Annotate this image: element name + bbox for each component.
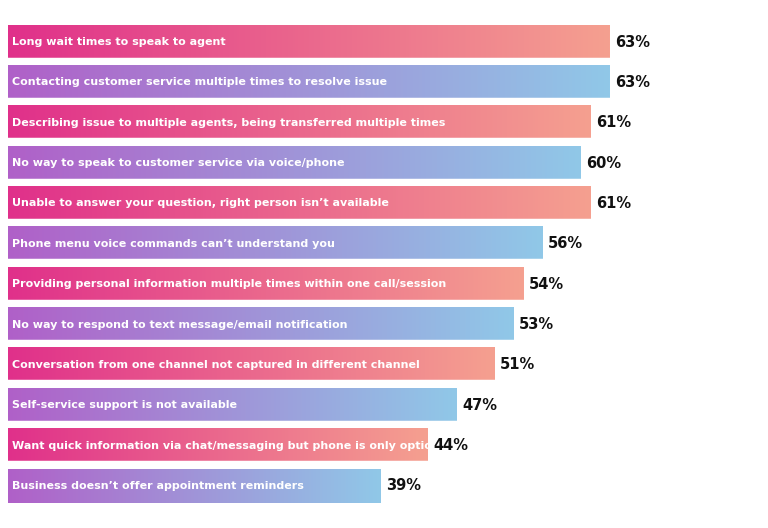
Text: 53%: 53%: [519, 317, 554, 332]
Text: Self-service support is not available: Self-service support is not available: [12, 400, 237, 410]
Text: 39%: 39%: [386, 478, 421, 494]
Text: No way to speak to customer service via voice/phone: No way to speak to customer service via …: [12, 158, 345, 168]
Text: 44%: 44%: [433, 438, 468, 453]
Text: 61%: 61%: [596, 115, 631, 130]
Text: 51%: 51%: [500, 357, 535, 372]
Text: 54%: 54%: [529, 277, 564, 291]
Text: 63%: 63%: [614, 34, 650, 50]
Text: Contacting customer service multiple times to resolve issue: Contacting customer service multiple tim…: [12, 78, 387, 87]
Text: 61%: 61%: [596, 196, 631, 211]
Text: Phone menu voice commands can’t understand you: Phone menu voice commands can’t understa…: [12, 239, 336, 249]
Text: Conversation from one channel not captured in different channel: Conversation from one channel not captur…: [12, 360, 420, 370]
Text: Want quick information via chat/messaging but phone is only option: Want quick information via chat/messagin…: [12, 441, 440, 450]
Text: No way to respond to text message/email notification: No way to respond to text message/email …: [12, 319, 348, 329]
Text: Long wait times to speak to agent: Long wait times to speak to agent: [12, 37, 226, 47]
Text: 63%: 63%: [614, 75, 650, 90]
Text: 60%: 60%: [586, 156, 621, 171]
Text: 56%: 56%: [548, 237, 583, 251]
Text: Providing personal information multiple times within one call/session: Providing personal information multiple …: [12, 279, 447, 289]
Text: 47%: 47%: [462, 398, 497, 413]
Text: Unable to answer your question, right person isn’t available: Unable to answer your question, right pe…: [12, 199, 389, 209]
Text: Describing issue to multiple agents, being transferred multiple times: Describing issue to multiple agents, bei…: [12, 118, 446, 128]
Text: Business doesn’t offer appointment reminders: Business doesn’t offer appointment remin…: [12, 481, 304, 491]
